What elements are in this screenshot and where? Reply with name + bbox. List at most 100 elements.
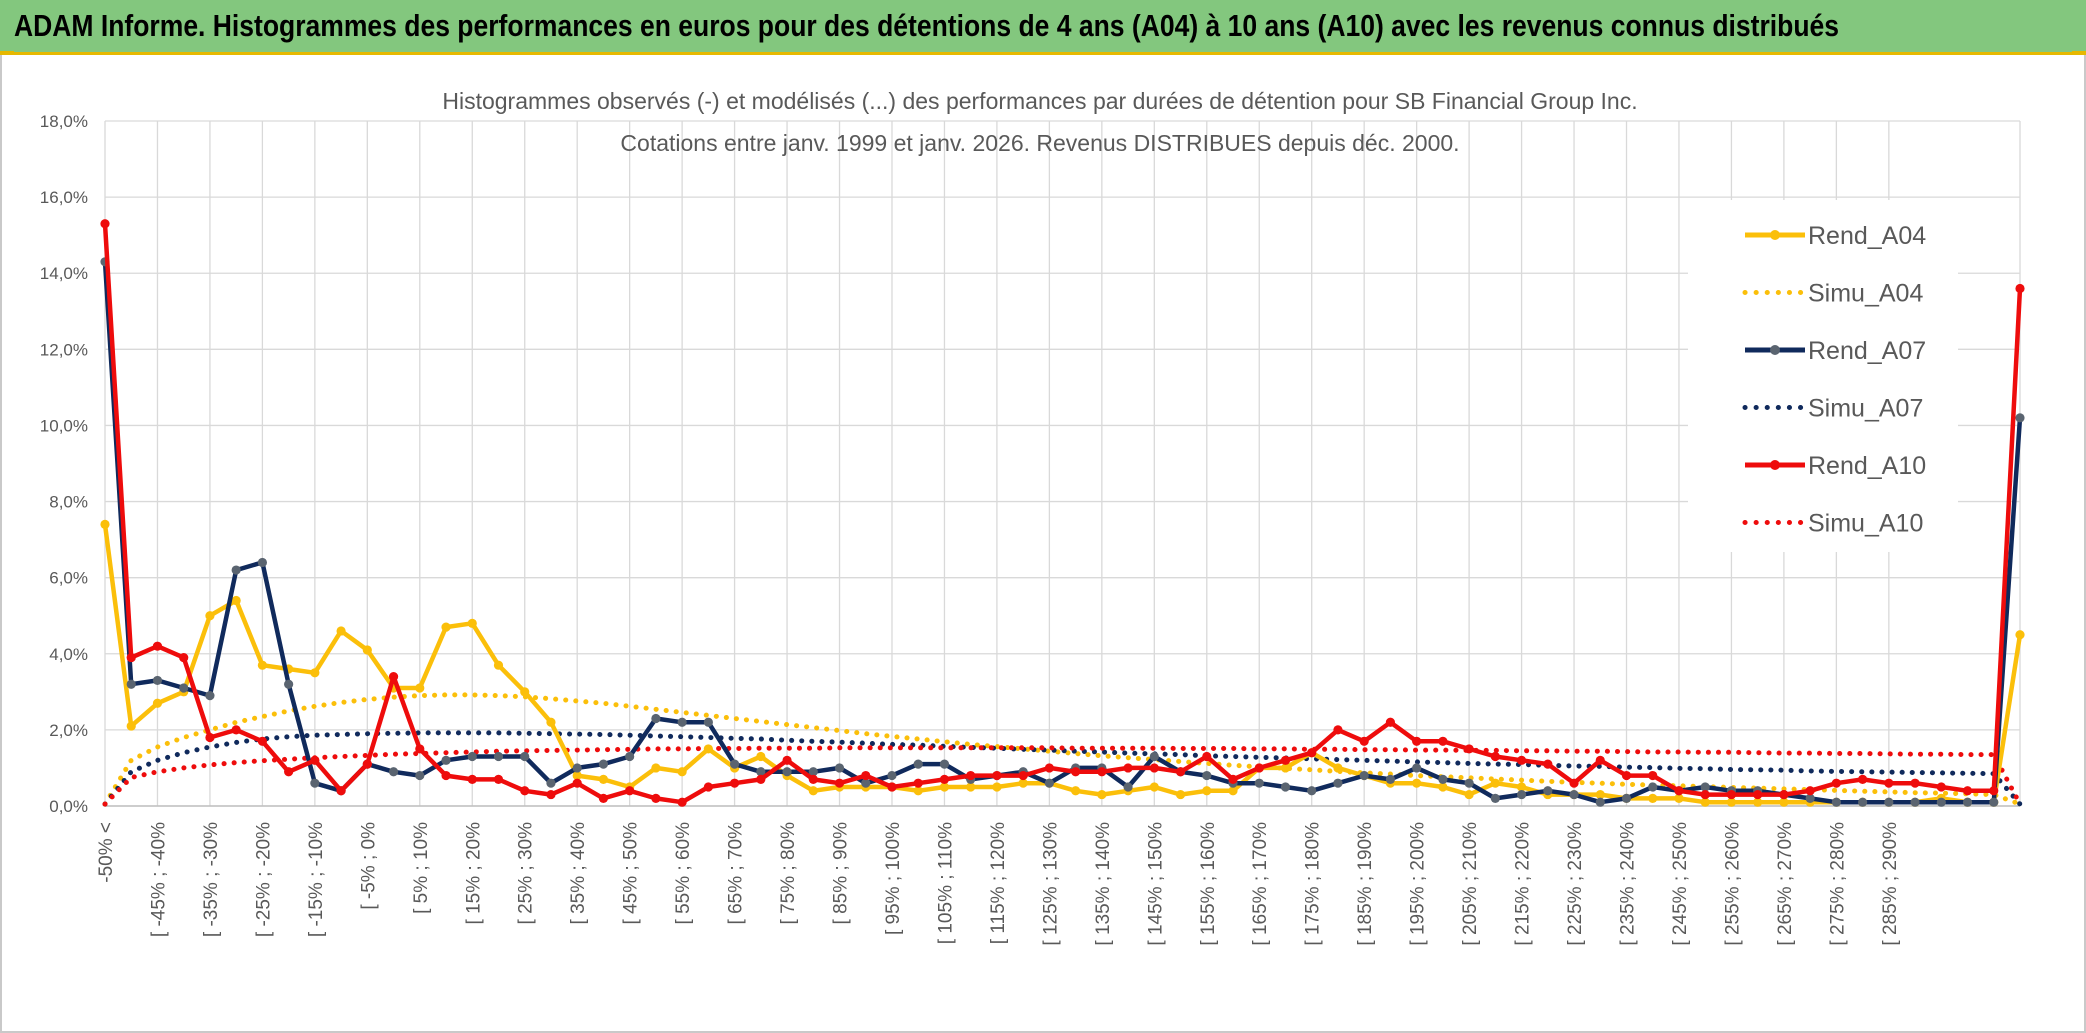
data-point <box>467 618 477 628</box>
legend-label: Rend_A10 <box>1808 452 1926 480</box>
data-point <box>546 778 556 788</box>
data-point <box>1175 767 1186 777</box>
data-point <box>651 713 661 724</box>
data-point <box>1700 782 1710 792</box>
data-point <box>1123 763 1133 773</box>
data-point <box>1359 736 1369 746</box>
data-point <box>834 763 845 773</box>
legend-marker <box>1770 345 1780 355</box>
data-point <box>152 698 163 708</box>
data-point <box>1516 782 1527 792</box>
data-point <box>1044 778 1054 788</box>
data-point <box>1989 797 1999 807</box>
data-point <box>1333 778 1343 788</box>
series-rend-a10 <box>100 219 2025 807</box>
data-point <box>913 759 923 769</box>
data-point <box>257 736 267 746</box>
data-point <box>1412 778 1422 788</box>
data-point <box>572 763 582 773</box>
y-tick-label: 16,0% <box>40 188 88 207</box>
data-point <box>1516 789 1527 800</box>
x-tick-label: [ 195% ; 200% <box>1408 822 1429 946</box>
x-tick-label: [ 155% ; 160% <box>1198 822 1219 946</box>
data-point <box>1438 782 1448 792</box>
x-tick-label: [ 135% ; 140% <box>1093 822 1114 946</box>
data-point <box>1149 763 1159 773</box>
data-point <box>179 652 189 663</box>
title-banner: ADAM Informe. Histogrammes des performan… <box>0 0 2086 55</box>
data-point <box>1228 786 1238 796</box>
x-tick-label: [ 245% ; 250% <box>1670 822 1691 946</box>
x-tick-label: [ 285% ; 290% <box>1880 822 1901 946</box>
data-point <box>782 767 792 777</box>
data-point <box>126 721 136 731</box>
data-point <box>1490 778 1500 788</box>
data-point <box>310 778 320 788</box>
data-point <box>598 793 609 803</box>
data-point <box>362 759 372 769</box>
data-point <box>808 767 818 777</box>
data-point <box>572 770 582 781</box>
chart-subtitle: Cotations entre janv. 1999 et janv. 2026… <box>620 130 1459 156</box>
legend-item: Rend_A07 <box>1745 337 1926 365</box>
data-point <box>1018 778 1028 788</box>
data-point <box>520 687 530 697</box>
x-tick-label: [ 25% ; 30% <box>516 822 537 925</box>
legend-box <box>1688 200 1958 552</box>
legend-item: Rend_A04 <box>1745 222 1926 250</box>
data-point <box>703 717 713 727</box>
series-line <box>102 730 2023 807</box>
chart-title: Histogrammes observés (-) et modélisés (… <box>442 88 1637 114</box>
data-point <box>1464 789 1474 800</box>
legend: Rend_A04 Simu_A04 Rend_A07 Simu_A07 Rend_A10… <box>1688 200 1958 552</box>
x-tick-label: [ 85% ; 90% <box>831 822 852 925</box>
x-tick-label: [ 175% ; 180% <box>1303 822 1324 946</box>
x-tick-label: [ 35% ; 40% <box>568 822 589 925</box>
series-rend-a04 <box>100 519 2025 807</box>
legend-label: Simu_A10 <box>1808 510 1923 538</box>
banner-corner-left <box>0 51 14 55</box>
data-point <box>1726 789 1737 800</box>
data-point <box>1936 782 1946 792</box>
data-point <box>1779 789 1789 800</box>
legend-label: Simu_A04 <box>1808 280 1923 308</box>
legend-item: Simu_A10 <box>1742 510 1923 538</box>
x-tick-label: [ -45% ; -40% <box>148 822 169 937</box>
y-tick-label: 6,0% <box>49 569 88 588</box>
data-point <box>231 565 241 575</box>
data-point <box>572 778 582 788</box>
data-point <box>992 770 1002 781</box>
data-point <box>1753 797 1763 807</box>
x-tick-label: [ 105% ; 110% <box>935 822 956 944</box>
x-tick-label: [ 45% ; 50% <box>621 822 642 925</box>
data-point <box>441 755 451 765</box>
data-point <box>441 622 451 632</box>
data-point <box>1202 786 1212 796</box>
data-point <box>651 763 661 773</box>
series-line <box>102 524 2023 805</box>
y-tick-label: 4,0% <box>49 645 88 664</box>
data-point <box>415 770 425 781</box>
data-point <box>1726 797 1737 807</box>
data-point <box>1280 782 1291 792</box>
data-point <box>257 557 267 568</box>
x-tick-label: [ 115% ; 120% <box>988 822 1009 944</box>
data-point <box>756 751 766 762</box>
data-point <box>939 759 950 769</box>
data-point <box>1910 778 1920 788</box>
data-point <box>1674 793 1684 803</box>
x-tick-label: [ 65% ; 70% <box>726 822 747 925</box>
x-tick-label: [ 275% ; 280% <box>1827 822 1848 946</box>
y-tick-label: 2,0% <box>49 721 88 740</box>
data-point <box>1438 736 1448 746</box>
data-point <box>205 732 215 743</box>
data-point <box>126 652 136 663</box>
data-point <box>1149 751 1159 762</box>
data-point <box>1648 793 1658 803</box>
data-point <box>1071 767 1081 777</box>
data-point <box>362 645 372 655</box>
data-point <box>231 725 241 735</box>
data-point <box>1280 755 1291 765</box>
x-tick-label: [ 55% ; 60% <box>673 822 694 925</box>
data-point <box>1962 786 1973 796</box>
